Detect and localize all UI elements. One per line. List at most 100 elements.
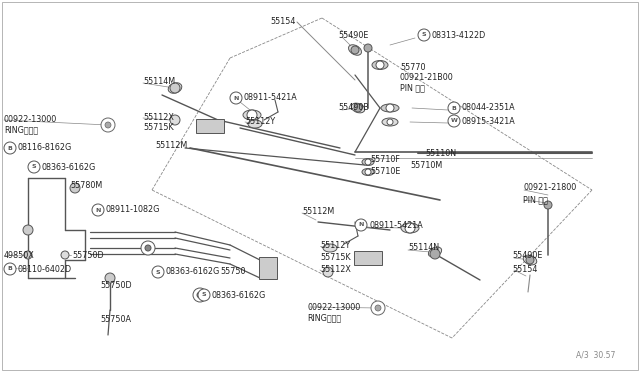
Circle shape — [23, 225, 33, 235]
Text: 55750: 55750 — [220, 267, 246, 276]
Text: 55770: 55770 — [400, 64, 426, 73]
Text: S: S — [202, 292, 206, 298]
Bar — [259, 257, 277, 279]
Text: 55750D: 55750D — [100, 280, 132, 289]
Text: 08313-4122D: 08313-4122D — [432, 31, 486, 39]
Text: 00922-13000: 00922-13000 — [4, 115, 57, 124]
Text: B: B — [8, 145, 12, 151]
Circle shape — [70, 183, 80, 193]
Ellipse shape — [382, 118, 398, 126]
Text: 55710F: 55710F — [370, 155, 400, 164]
Circle shape — [354, 104, 362, 112]
Text: 08110-6402D: 08110-6402D — [18, 264, 72, 273]
Ellipse shape — [168, 83, 182, 93]
Circle shape — [92, 204, 104, 216]
Ellipse shape — [351, 103, 365, 113]
Text: 08363-6162G: 08363-6162G — [212, 291, 266, 299]
Ellipse shape — [401, 223, 419, 233]
Text: 55710E: 55710E — [370, 167, 401, 176]
Text: 55112Y: 55112Y — [245, 118, 275, 126]
Circle shape — [355, 219, 367, 231]
Ellipse shape — [248, 120, 262, 128]
Circle shape — [365, 159, 371, 165]
Circle shape — [364, 44, 372, 52]
Circle shape — [430, 249, 440, 259]
Text: 55715K: 55715K — [143, 124, 173, 132]
Circle shape — [405, 223, 415, 233]
Circle shape — [365, 169, 371, 175]
Text: 55490B: 55490B — [338, 103, 369, 112]
Ellipse shape — [362, 169, 374, 176]
Text: 55112X: 55112X — [320, 266, 351, 275]
Circle shape — [198, 289, 210, 301]
Circle shape — [375, 305, 381, 311]
Text: 55112Y: 55112Y — [320, 241, 350, 250]
Circle shape — [101, 118, 115, 132]
Text: 55154: 55154 — [512, 266, 538, 275]
Text: 55112X: 55112X — [143, 113, 174, 122]
Text: RINGリング: RINGリング — [4, 125, 38, 135]
Circle shape — [170, 83, 180, 93]
Text: 55750D: 55750D — [72, 250, 104, 260]
Circle shape — [386, 104, 394, 112]
Ellipse shape — [349, 45, 362, 55]
Circle shape — [28, 161, 40, 173]
Text: S: S — [32, 164, 36, 170]
Ellipse shape — [381, 104, 399, 112]
Text: 55114N: 55114N — [408, 244, 439, 253]
Text: N: N — [95, 208, 100, 212]
Text: W: W — [451, 119, 458, 124]
Text: 55490E: 55490E — [512, 251, 542, 260]
Text: 55710M: 55710M — [410, 161, 442, 170]
Text: B: B — [452, 106, 456, 110]
Text: 55750A: 55750A — [100, 315, 131, 324]
Circle shape — [387, 119, 393, 125]
Text: 55154: 55154 — [270, 17, 296, 26]
Ellipse shape — [362, 158, 374, 166]
Circle shape — [105, 273, 115, 283]
Text: 55715K: 55715K — [320, 253, 351, 262]
Circle shape — [170, 115, 180, 125]
Text: 00922-13000: 00922-13000 — [307, 302, 360, 311]
Text: 08911-1082G: 08911-1082G — [106, 205, 161, 215]
Circle shape — [193, 288, 207, 302]
Circle shape — [376, 61, 384, 69]
Circle shape — [197, 292, 203, 298]
Circle shape — [351, 46, 359, 54]
Circle shape — [152, 266, 164, 278]
Text: 08915-3421A: 08915-3421A — [462, 116, 516, 125]
Circle shape — [323, 267, 333, 277]
Text: 55780M: 55780M — [70, 182, 102, 190]
Circle shape — [371, 301, 385, 315]
Circle shape — [448, 115, 460, 127]
Text: B: B — [8, 266, 12, 272]
Text: 55112M: 55112M — [155, 141, 188, 150]
Circle shape — [24, 251, 32, 259]
Circle shape — [230, 92, 242, 104]
Text: 08044-2351A: 08044-2351A — [462, 103, 516, 112]
Text: N: N — [358, 222, 364, 228]
Circle shape — [247, 110, 257, 120]
Ellipse shape — [243, 110, 261, 120]
Circle shape — [418, 29, 430, 41]
Text: 08363-6162G: 08363-6162G — [166, 267, 220, 276]
Text: 08911-5421A: 08911-5421A — [244, 93, 298, 103]
Text: 00921-21B00: 00921-21B00 — [400, 74, 454, 83]
Text: 49850X: 49850X — [4, 250, 35, 260]
Circle shape — [145, 245, 151, 251]
Circle shape — [105, 122, 111, 128]
Text: 00921-21800: 00921-21800 — [523, 183, 576, 192]
Text: A/3  30.57: A/3 30.57 — [575, 351, 615, 360]
Text: 08116-8162G: 08116-8162G — [18, 144, 72, 153]
Ellipse shape — [524, 255, 537, 265]
Text: PIN ピン: PIN ピン — [400, 83, 425, 93]
Circle shape — [4, 263, 16, 275]
Text: S: S — [156, 269, 160, 275]
Bar — [196, 119, 224, 133]
Text: PIN ピン: PIN ピン — [523, 196, 548, 205]
Ellipse shape — [428, 247, 442, 257]
Text: 55114M: 55114M — [143, 77, 175, 87]
Text: RINGリング: RINGリング — [307, 314, 341, 323]
Bar — [354, 251, 382, 265]
Circle shape — [448, 102, 460, 114]
